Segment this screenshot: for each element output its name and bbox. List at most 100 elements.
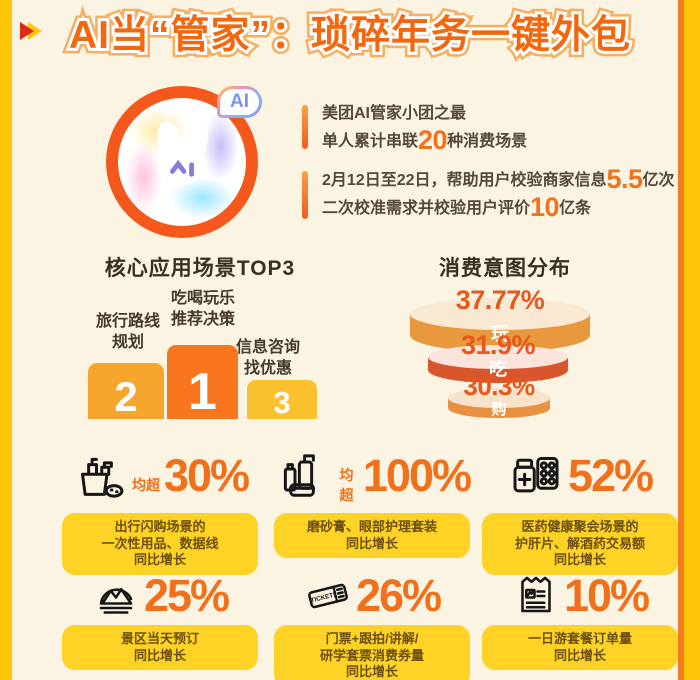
page-title-stroke: AI当“管家”：琐碎年务一键外包: [66, 11, 633, 60]
stat-value: 25%: [143, 570, 230, 621]
stat-head: 52%: [482, 446, 678, 506]
stat-card-skincare: 均超 100% 磨砂膏、眼部护理套装 同比增长: [274, 446, 472, 558]
stat-text: 二次校准需求并校验用户评价: [322, 200, 531, 217]
stat-head: TICKET! 26%: [274, 570, 470, 621]
podium-section-title: 核心应用场景TOP3: [104, 257, 296, 280]
stat-value: 26%: [355, 570, 442, 621]
podium-label-line: 推荐决策: [170, 311, 235, 328]
stat-desc-line: 同比增长: [345, 664, 398, 679]
ai-mascot-ring: AI: [106, 86, 262, 238]
stat-desc-line: 出行闪购场景的: [114, 519, 206, 534]
ai-mascot: [118, 98, 246, 226]
hero-stat-line: 二次校准需求并校验用户评价10亿条: [322, 194, 675, 222]
stat-card-day-tour: 10% 一日游套餐订单量 同比增长: [482, 570, 678, 670]
stat-text: 亿次: [642, 172, 675, 189]
podium-label-line: 旅行路线: [95, 313, 160, 330]
stat-desc-line: 一日游套餐订单量: [527, 631, 632, 646]
bunny-mascot-icon: [157, 119, 208, 185]
receipt-icon: [521, 576, 551, 613]
ticket-icon: TICKET!: [308, 583, 348, 609]
podium-label-line: 找优惠: [243, 360, 292, 377]
hero-stat-verification-text: 2月12日至22日，帮助用户校验商家信息5.5亿次 二次校准需求并校验用户评价1…: [322, 166, 675, 222]
stat-head: 10%: [482, 570, 678, 621]
stat-description-box: 磨砂膏、眼部护理套装 同比增长: [274, 513, 470, 558]
funnel-tier-eat: 31.9% 吃: [428, 330, 568, 384]
funnel-section-title: 消费意图分布: [439, 257, 571, 280]
podium-block-2: 2: [88, 363, 164, 419]
header: AI当“管家”：琐碎年务一键外包 AI当“管家”：琐碎年务一键外包 AI当“管家…: [20, 9, 680, 63]
stat-prefix: 均超: [339, 467, 354, 503]
medicine-icon: [513, 457, 559, 493]
funnel-tier-play: 37.77% 玩: [410, 285, 590, 353]
stat-description-box: 医药健康聚会场景的 护肝片、解酒药交易额 同比增长: [482, 513, 678, 575]
stat-text: 亿条: [559, 200, 592, 217]
cleaning-supplies-icon: [80, 457, 124, 498]
stat-accent-bar: [302, 171, 308, 219]
stat-accent-bar: [302, 105, 308, 149]
podium-label-first: 吃喝玩乐 推荐决策: [153, 288, 253, 330]
mountain-scenic-icon: [99, 587, 133, 614]
left-edge-bar: [0, 0, 12, 680]
stat-desc-line: 磨砂膏、眼部护理套装: [306, 519, 437, 534]
stat-desc-line: 门票+跟拍/讲解/: [325, 631, 419, 646]
stat-head: 均超 30%: [62, 446, 258, 506]
stat-desc-line: 研学套票消费券量: [319, 647, 424, 663]
stat-head: 25%: [62, 570, 258, 621]
right-edge-stripe: [678, 0, 684, 680]
title-arrow-red-icon: [20, 22, 34, 40]
stat-card-medicine: 52% 医药健康聚会场景的 护肝片、解酒药交易额 同比增长: [482, 446, 678, 575]
stat-card-ticket-package: TICKET! 26% 门票+跟拍/讲解/ 研学套票消费券量 同比增长: [274, 570, 470, 680]
stat-desc-line: 同比增长: [133, 647, 186, 663]
hero-stat-line: 美团AI管家小团之最: [322, 105, 467, 122]
skincare-set-icon: [283, 454, 315, 497]
stat-description-box: 出行闪购场景的 一次性用品、数据线 同比增长: [62, 513, 258, 575]
stat-description-box: 景区当天预订 同比增长: [62, 625, 258, 670]
stat-prefix: 均超: [131, 477, 160, 493]
stat-desc-line: 景区当天预订: [120, 631, 199, 646]
funnel-disc-icon: [410, 298, 590, 352]
page-title-outline: AI当“管家”：琐碎年务一键外包: [63, 9, 635, 63]
ai-speech-bubble-inner: AI: [220, 89, 259, 115]
podium-label-line: 吃喝玩乐: [170, 290, 235, 307]
funnel-percent: 30.3%: [463, 371, 535, 401]
funnel-tier-buy: 30.3% 购: [448, 371, 550, 419]
funnel-tier-label: 吃: [489, 359, 507, 379]
stat-text: 单人累计串联: [322, 133, 419, 150]
stat-desc-line: 同比增长: [345, 535, 398, 551]
funnel-tier-label: 购: [491, 401, 507, 418]
stat-card-scenic-booking: 25% 景区当天预订 同比增长: [62, 570, 258, 670]
hero-stat-scenes-text: 美团AI管家小团之最 单人累计串联20种消费场景: [322, 100, 527, 155]
stat-head: 均超 100%: [274, 446, 472, 506]
stat-description-box: 一日游套餐订单量 同比增长: [482, 625, 678, 670]
funnel-tier-label: 玩: [491, 324, 509, 344]
page-title-text: AI当“管家”：琐碎年务一键外包: [68, 14, 631, 57]
stat-number: 5.5: [606, 164, 644, 194]
page-title: AI当“管家”：琐碎年务一键外包 AI当“管家”：琐碎年务一键外包 AI当“管家…: [63, 9, 635, 63]
podium-block-1: 1: [167, 345, 238, 419]
ai-speech-bubble: AI: [217, 86, 262, 118]
stat-text: 2月12日至22日，帮助用户校验商家信息: [322, 172, 607, 189]
ai-badge-label: AI: [230, 91, 249, 112]
funnel-disc-icon: [428, 345, 568, 383]
stat-desc-line: 一次性用品、数据线: [101, 535, 219, 551]
stat-value: 52%: [567, 450, 654, 501]
stat-desc-line: 护肝片、解酒药交易额: [514, 535, 645, 551]
stat-desc-line: 同比增长: [553, 647, 606, 663]
stat-card-flash-purchase: 均超 30% 出行闪购场景的 一次性用品、数据线 同比增长: [62, 446, 258, 575]
stat-text: 种消费场景: [447, 133, 528, 150]
hero-stat-verification: 2月12日至22日，帮助用户校验商家信息5.5亿次 二次校准需求并校验用户评价1…: [302, 166, 675, 222]
stat-description-box: 门票+跟拍/讲解/ 研学套票消费券量 同比增长: [274, 625, 470, 680]
funnel-percent: 31.9%: [460, 330, 536, 360]
stat-value: 10%: [563, 570, 650, 621]
stat-number: 20: [418, 125, 448, 155]
stat-value: 100%: [362, 450, 472, 501]
stat-value: 30%: [163, 450, 250, 501]
podium-label-second: 旅行路线 规划: [78, 311, 178, 353]
hero-stat-line: 单人累计串联20种消费场景: [322, 127, 527, 155]
funnel-percent: 37.77%: [455, 285, 545, 315]
hero-stat-scenes: 美团AI管家小团之最 单人累计串联20种消费场景: [302, 100, 527, 155]
funnel-disc-icon: [448, 388, 550, 418]
stat-desc-line: 同比增长: [553, 552, 606, 567]
stat-desc-line: 医药健康聚会场景的: [521, 519, 639, 534]
